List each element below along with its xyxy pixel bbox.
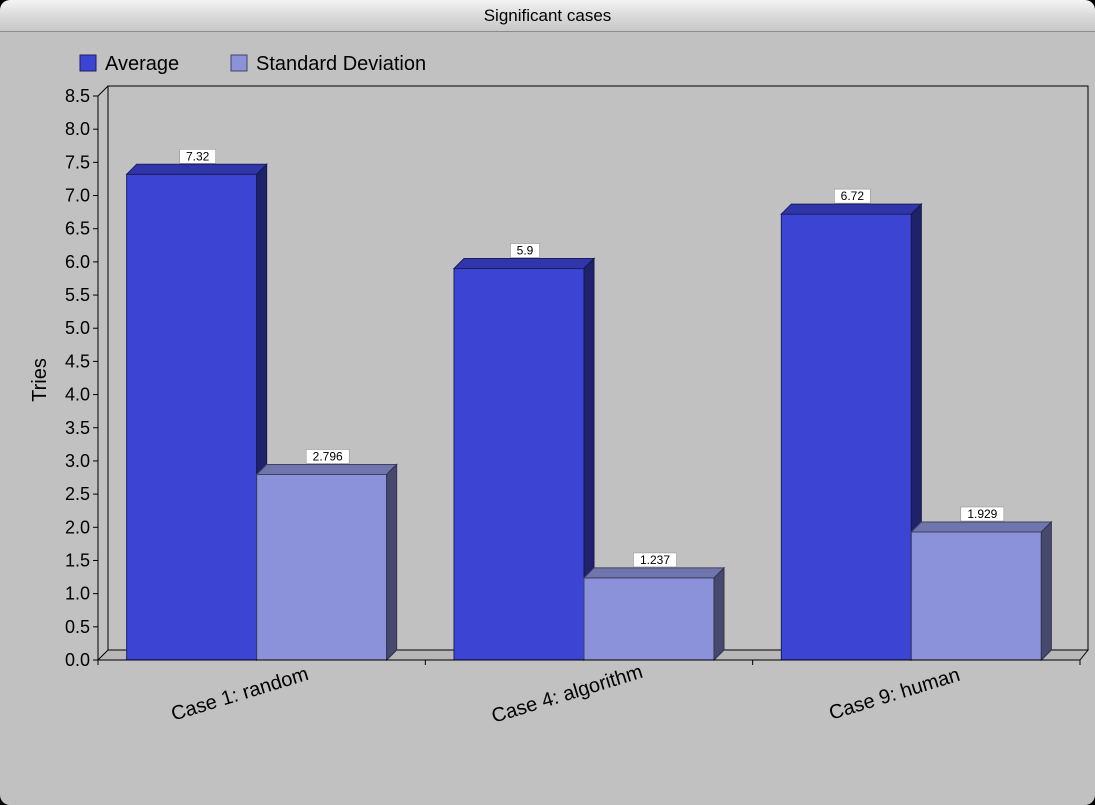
y-axis-title: Tries <box>29 358 51 402</box>
bar-top <box>582 567 726 579</box>
bar: 7.32 <box>125 149 268 662</box>
bar-top <box>255 463 398 475</box>
bar-top <box>910 521 1053 533</box>
x-tick-label: Case 4: algorithm <box>489 661 645 728</box>
window-title: Significant cases <box>0 0 1095 32</box>
bar-top <box>452 258 596 270</box>
bar-front <box>583 577 715 661</box>
y-tick-label: 2.5 <box>65 484 90 504</box>
bar-front <box>453 268 585 661</box>
bar-top <box>780 203 923 215</box>
legend-swatch <box>79 54 97 72</box>
bar-side <box>1040 520 1052 662</box>
bar: 1.237 <box>582 552 726 662</box>
legend-label: Average <box>105 53 179 75</box>
y-tick-label: 8.5 <box>65 86 90 106</box>
bar-side <box>713 566 725 662</box>
y-tick-label: 1.0 <box>65 584 90 604</box>
bar-top <box>125 163 268 175</box>
y-tick-label: 0.0 <box>65 650 90 670</box>
data-label-box <box>179 149 216 164</box>
data-label: 1.929 <box>967 507 997 521</box>
data-label: 5.9 <box>517 244 534 258</box>
legend-swatch <box>230 54 248 72</box>
y-tick-label: 4.5 <box>65 351 90 371</box>
y-tick-label: 6.0 <box>65 252 90 272</box>
x-axis: Case 1: random Case 4: algorithm Case 9: h… <box>97 659 1081 728</box>
y-tick-label: 0.5 <box>65 617 90 637</box>
y-axis: 0.0 0.5 1.0 1.5 2.0 2.5 3.0 3.5 4.0 4.5 5.0 5.5 6.0 6… <box>65 86 98 670</box>
data-label: 6.72 <box>841 189 865 203</box>
data-label: 7.32 <box>186 149 210 163</box>
y-tick-label: 4.0 <box>65 385 90 405</box>
bar: 2.796 <box>255 449 398 662</box>
data-label-box <box>633 552 677 568</box>
data-label: 2.796 <box>313 449 343 463</box>
x-tick-label: Case 1: random <box>169 663 312 726</box>
y-tick-label: 2.0 <box>65 517 90 537</box>
data-label-box <box>305 449 350 464</box>
y-tick-label: 5.5 <box>65 285 90 305</box>
bar-series: 7.32 2.796 5.9 1.237 6.72 1.929 <box>125 149 1053 662</box>
bar-front <box>256 473 388 661</box>
y-tick-label: 5.0 <box>65 318 90 338</box>
bar-front <box>780 213 912 661</box>
y-tick-label: 6.5 <box>65 219 90 239</box>
bar-side <box>386 463 398 662</box>
data-label: 1.237 <box>640 553 670 567</box>
bar: 5.9 <box>452 243 596 662</box>
x-tick-label: Case 9: human <box>827 664 963 725</box>
bar: 1.929 <box>910 506 1053 662</box>
legend: Average Standard Deviation <box>79 53 426 75</box>
y-tick-label: 7.0 <box>65 186 90 206</box>
legend-label: Standard Deviation <box>256 53 426 75</box>
bar-front <box>126 173 258 661</box>
data-label-box <box>834 188 871 204</box>
y-tick-label: 7.5 <box>65 152 90 172</box>
bar: 6.72 <box>780 188 923 662</box>
data-label-box <box>510 243 540 258</box>
y-tick-label: 3.5 <box>65 418 90 438</box>
y-tick-label: 1.5 <box>65 550 90 570</box>
data-label-box <box>960 506 1005 522</box>
bar-front <box>910 531 1042 661</box>
y-tick-label: 8.0 <box>65 119 90 139</box>
y-tick-label: 3.0 <box>65 451 90 471</box>
plot-edge <box>97 85 109 97</box>
